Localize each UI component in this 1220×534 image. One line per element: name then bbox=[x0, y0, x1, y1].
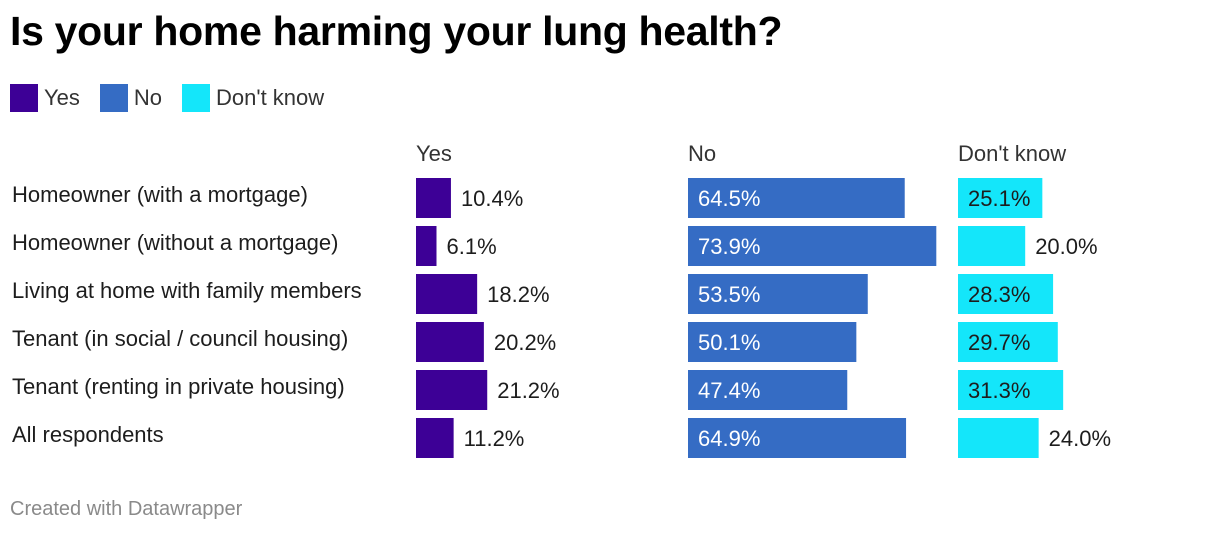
bar-no bbox=[688, 370, 848, 410]
bar-no bbox=[688, 418, 907, 458]
value-label-yes: 6.1% bbox=[446, 234, 496, 259]
bar-yes bbox=[416, 178, 451, 218]
bar-no bbox=[688, 178, 905, 218]
value-label-don-t-know: 31.3% bbox=[968, 378, 1030, 403]
bar-yes bbox=[416, 274, 478, 314]
value-label-no: 50.1% bbox=[698, 330, 760, 355]
value-label-don-t-know: 20.0% bbox=[1035, 234, 1097, 259]
legend-label-yes: Yes bbox=[44, 85, 80, 110]
category-label: All respondents bbox=[12, 422, 164, 447]
category-label: Homeowner (with a mortgage) bbox=[12, 182, 308, 207]
bar-don-t-know bbox=[958, 322, 1058, 362]
legend-label-no: No bbox=[133, 85, 163, 110]
value-label-no: 47.4% bbox=[698, 378, 760, 403]
category-label: Tenant (renting in private housing) bbox=[12, 374, 345, 399]
bar-don-t-know bbox=[958, 418, 1039, 458]
column-header-no: No bbox=[688, 141, 716, 166]
value-label-yes: 10.4% bbox=[461, 186, 523, 211]
bar-no bbox=[688, 226, 937, 266]
column-header-don-t-know: Don't know bbox=[958, 141, 1066, 166]
legend-swatch-no bbox=[99, 84, 128, 112]
value-label-yes: 11.2% bbox=[464, 426, 525, 451]
value-label-yes: 21.2% bbox=[497, 378, 559, 403]
legend-item-no: No bbox=[99, 84, 163, 112]
legend-swatch-yes bbox=[10, 84, 38, 112]
bar-don-t-know bbox=[958, 370, 1064, 410]
column-header-yes: Yes bbox=[416, 141, 452, 166]
legend-swatch-dont-know bbox=[182, 84, 211, 112]
bar-no bbox=[688, 322, 857, 362]
value-label-no: 64.9% bbox=[698, 426, 760, 451]
bar-yes bbox=[416, 322, 484, 362]
legend: Yes No Don't know bbox=[10, 84, 344, 112]
bar-no bbox=[688, 274, 868, 314]
bar-yes bbox=[416, 370, 488, 410]
legend-label-dont-know: Don't know bbox=[216, 85, 325, 110]
category-label: Tenant (in social / council housing) bbox=[12, 326, 348, 351]
bar-chart: Yes No Don't know Homeowner (with a mortgag… bbox=[12, 141, 1111, 458]
bar-yes bbox=[416, 226, 437, 266]
value-label-don-t-know: 24.0% bbox=[1049, 426, 1111, 451]
value-label-no: 53.5% bbox=[698, 282, 760, 307]
value-label-no: 64.5% bbox=[698, 186, 760, 211]
value-label-don-t-know: 29.7% bbox=[968, 330, 1030, 355]
bar-don-t-know bbox=[958, 226, 1026, 266]
bar-yes bbox=[416, 418, 454, 458]
legend-item-yes: Yes bbox=[10, 84, 80, 112]
footer-credit: Created with Datawrapper bbox=[10, 498, 243, 520]
value-label-don-t-know: 25.1% bbox=[968, 186, 1030, 211]
legend-item-dont-know: Don't know bbox=[182, 84, 324, 112]
category-label: Living at home with family members bbox=[12, 278, 362, 303]
bar-don-t-know bbox=[958, 178, 1043, 218]
value-label-yes: 18.2% bbox=[487, 282, 549, 307]
bar-don-t-know bbox=[958, 274, 1054, 314]
value-label-no: 73.9% bbox=[698, 234, 760, 259]
value-label-yes: 20.2% bbox=[494, 330, 556, 355]
category-label: Homeowner (without a mortgage) bbox=[12, 230, 338, 255]
chart-title: Is your home harming your lung health? bbox=[10, 8, 783, 54]
value-label-don-t-know: 28.3% bbox=[968, 282, 1030, 307]
